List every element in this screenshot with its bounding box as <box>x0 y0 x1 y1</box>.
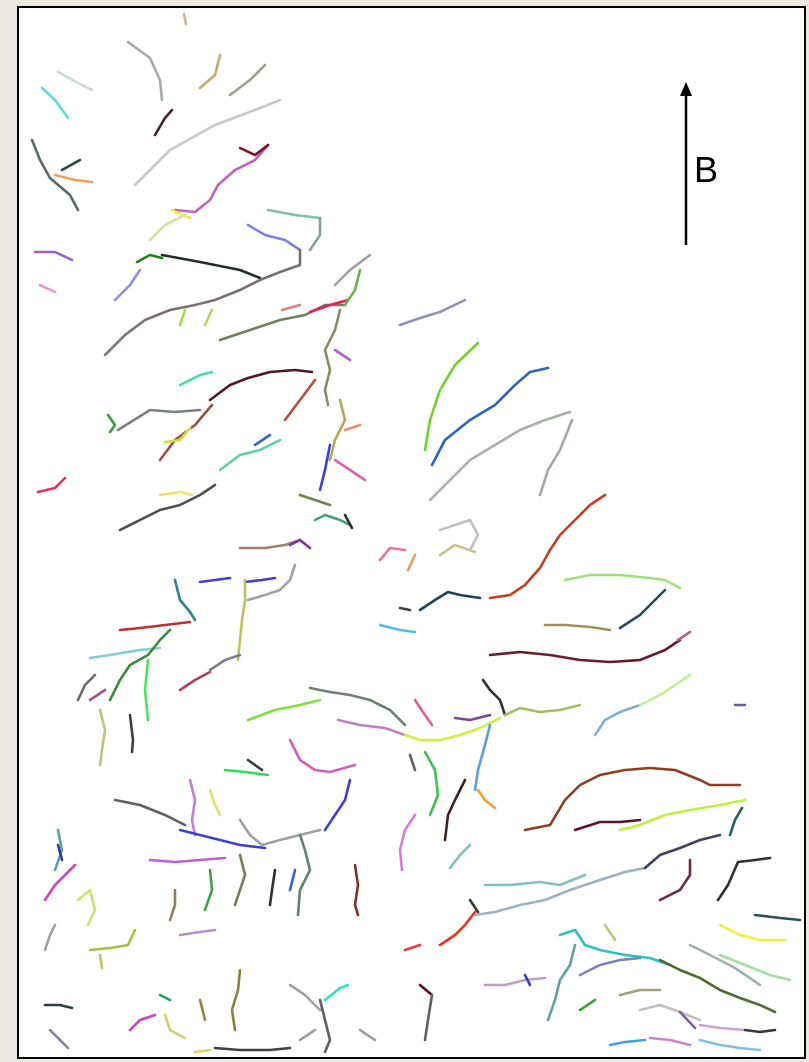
map: B <box>0 0 809 1062</box>
page: {"north_arrow": {"label": "B"}} <box>0 0 809 1062</box>
north-arrow-label: B <box>694 149 718 190</box>
